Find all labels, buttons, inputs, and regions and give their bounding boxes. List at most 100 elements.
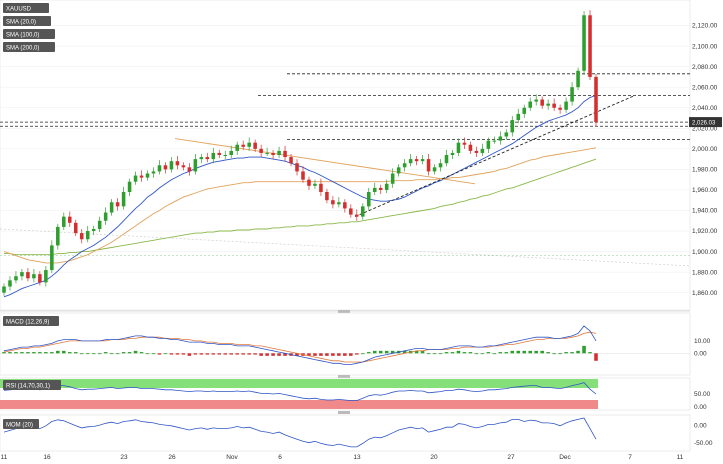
momentum-axis: 0.00 -50.00 [694, 422, 713, 447]
macd-histogram-bar [588, 352, 592, 354]
macd-histogram-bar [247, 353, 251, 355]
time-tick-label: 23 [120, 454, 128, 461]
legend-symbol-label: XAUUSD [6, 7, 32, 13]
macd-histogram-bar [169, 353, 174, 355]
candle-body [588, 15, 592, 77]
legend-symbol[interactable]: XAUUSD [3, 3, 49, 13]
macd-histogram-bar [534, 350, 538, 354]
candle-body [426, 159, 431, 172]
macd-histogram-bar [480, 353, 485, 355]
candle-body [44, 270, 48, 283]
price-tick-label: 1,920.00 [692, 228, 718, 235]
candle-body [109, 202, 114, 213]
legend-sma200[interactable]: SMA (200,0) [3, 42, 55, 52]
macd-histogram-bar [187, 353, 192, 356]
candle-body [265, 152, 269, 154]
candle-body [540, 99, 544, 106]
candle-body [169, 161, 174, 170]
rsi-oversold-band [0, 400, 598, 409]
macd-histogram-bar [73, 352, 78, 354]
macd-histogram-bar [432, 353, 437, 355]
candle-body [97, 220, 102, 229]
panel-divider-2[interactable] [338, 375, 350, 378]
legend-macd[interactable]: MACD (12,26,9) [3, 316, 59, 326]
macd-histogram-bar [486, 352, 491, 354]
macd-histogram-bar [133, 350, 138, 354]
legend-sma20[interactable]: SMA (20,0) [3, 16, 51, 26]
candle-body [68, 216, 72, 223]
candle-body [127, 181, 132, 192]
macd-histogram-bar [355, 353, 359, 355]
macd-histogram-bar [462, 352, 467, 354]
rsi-tick-label: 50.00 [694, 391, 711, 398]
candle-body [558, 107, 562, 110]
macd-histogram-bar [151, 353, 156, 355]
candle-body [139, 175, 144, 178]
panel-divider-3[interactable] [338, 411, 350, 414]
candle-body [199, 157, 204, 160]
macd-panel[interactable]: 10.00 0.00 [0, 312, 711, 376]
time-tick-label: 20 [430, 454, 438, 461]
candle-body [187, 167, 192, 172]
macd-histogram-bar [175, 353, 180, 355]
candle-body [486, 140, 491, 149]
candle-body [408, 159, 413, 164]
legend-mom[interactable]: MOM (20) [3, 419, 39, 429]
candle-body [355, 214, 359, 217]
macd-histogram-bar [193, 353, 198, 355]
main-grid [0, 25, 690, 293]
price-tick-label: 2,020.00 [692, 125, 718, 132]
macd-histogram-bar [223, 353, 228, 355]
macd-histogram-bar [68, 352, 72, 354]
macd-histogram-bar [85, 353, 90, 355]
long-term-trendline [0, 228, 691, 267]
candle-body [552, 103, 556, 108]
macd-histogram-bar [558, 353, 562, 355]
price-tick-label: 2,040.00 [692, 105, 718, 112]
candle-body [115, 202, 120, 207]
legend-rsi[interactable]: RSI (14,70,30,1) [3, 380, 61, 390]
macd-histogram-bar [576, 350, 580, 354]
candle-body [133, 175, 138, 182]
candle-body [121, 191, 126, 207]
panel-divider-1[interactable] [0, 310, 690, 313]
candle-body [570, 87, 574, 102]
horizontal-levels [0, 73, 690, 140]
candle-body [151, 171, 156, 174]
macd-histogram-bar [444, 352, 449, 354]
rsi-panel[interactable]: 50.00 0.00 [0, 377, 711, 411]
candle-body [343, 202, 347, 209]
macd-histogram-bar [157, 353, 162, 355]
candle-body [217, 152, 222, 155]
time-tick-label: 13 [353, 454, 361, 461]
legend-sma100[interactable]: SMA (100,0) [3, 29, 55, 39]
sma20-line [3, 94, 597, 298]
momentum-panel[interactable]: 0.00 -50.00 [0, 414, 713, 452]
legend-rsi-label: RSI (14,70,30,1) [6, 384, 50, 390]
candle-body [307, 179, 311, 186]
price-tick-label: 1,960.00 [692, 187, 718, 194]
macd-histogram-bar [271, 353, 275, 356]
macd-histogram-bar [390, 350, 395, 354]
macd-histogram-bar [211, 353, 216, 355]
candle-body [366, 191, 371, 207]
macd-histogram-bar [510, 350, 515, 354]
candle-body [103, 212, 108, 221]
candle-body [516, 113, 521, 121]
rsi-tick-label: 0.00 [694, 404, 707, 411]
price-tick-label: 2,100.00 [692, 43, 718, 50]
macd-histogram-bar [414, 350, 419, 354]
candle-body [534, 99, 538, 102]
candle-body [313, 183, 317, 186]
main-price-panel[interactable]: 2,120.00 2,100.00 2,080.00 2,060.00 2,040.00… [0, 0, 718, 311]
candle-body [2, 286, 6, 293]
macd-line [3, 325, 597, 365]
candle-body [193, 159, 198, 172]
candle-body [504, 132, 509, 137]
macd-histogram-bar [552, 353, 556, 355]
price-axis: 2,120.00 2,100.00 2,080.00 2,060.00 2,040.00… [692, 23, 718, 297]
macd-histogram-bar [504, 352, 509, 354]
macd-histogram-bar [492, 353, 497, 355]
candle-body [468, 144, 473, 151]
